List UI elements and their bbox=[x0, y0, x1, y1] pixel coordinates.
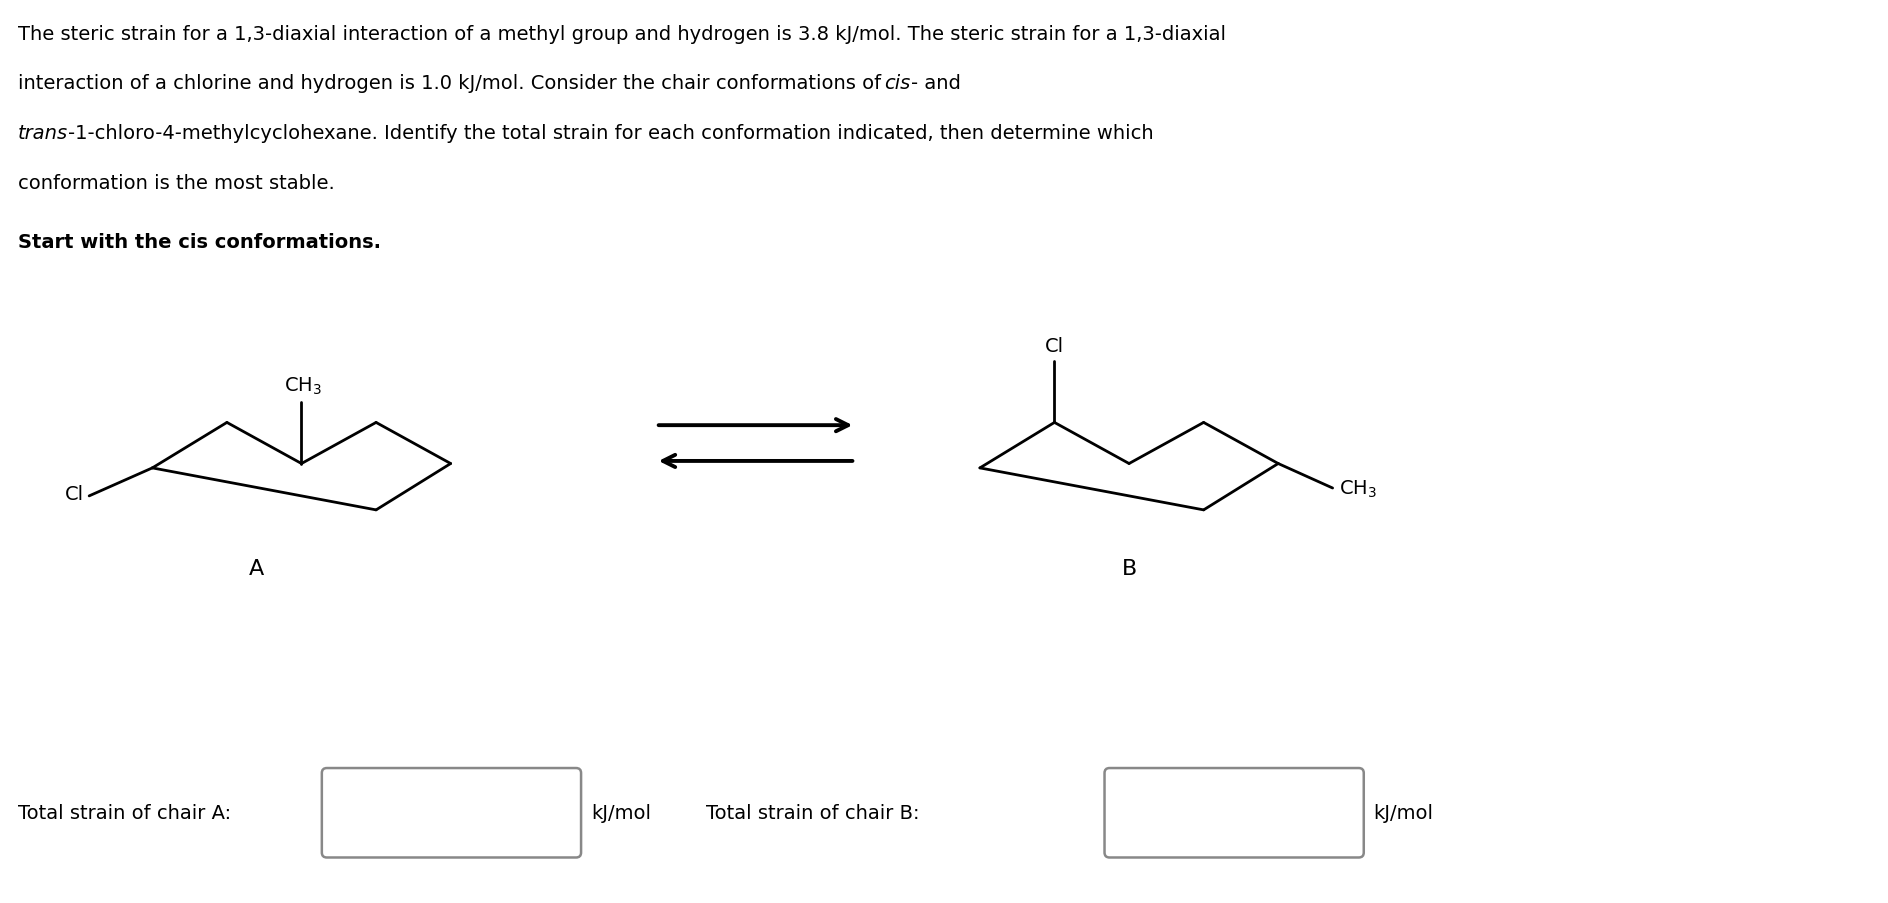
Text: conformation is the most stable.: conformation is the most stable. bbox=[17, 173, 334, 192]
Text: cis: cis bbox=[885, 74, 910, 93]
Text: CH$_3$: CH$_3$ bbox=[285, 376, 323, 397]
Text: Total strain of chair A:: Total strain of chair A: bbox=[17, 804, 230, 823]
Text: Total strain of chair B:: Total strain of chair B: bbox=[706, 804, 919, 823]
Text: Cl: Cl bbox=[64, 485, 85, 504]
Text: interaction of a chlorine and hydrogen is 1.0 kJ/mol. Consider the chair conform: interaction of a chlorine and hydrogen i… bbox=[17, 74, 887, 93]
Text: Cl: Cl bbox=[1044, 337, 1065, 356]
Text: The steric strain for a 1,3-diaxial interaction of a methyl group and hydrogen i: The steric strain for a 1,3-diaxial inte… bbox=[17, 24, 1225, 43]
Text: - and: - and bbox=[910, 74, 961, 93]
FancyBboxPatch shape bbox=[321, 768, 582, 858]
FancyBboxPatch shape bbox=[1104, 768, 1363, 858]
Text: B: B bbox=[1121, 558, 1137, 578]
Text: kJ/mol: kJ/mol bbox=[591, 804, 651, 823]
Text: Start with the cis conformations.: Start with the cis conformations. bbox=[17, 233, 381, 252]
Text: A: A bbox=[249, 558, 264, 578]
Text: CH$_3$: CH$_3$ bbox=[1339, 478, 1376, 499]
Text: -1-chloro-4-methylcyclohexane. Identify the total strain for each conformation i: -1-chloro-4-methylcyclohexane. Identify … bbox=[68, 124, 1154, 143]
Text: trans: trans bbox=[17, 124, 68, 143]
Text: kJ/mol: kJ/mol bbox=[1374, 804, 1433, 823]
